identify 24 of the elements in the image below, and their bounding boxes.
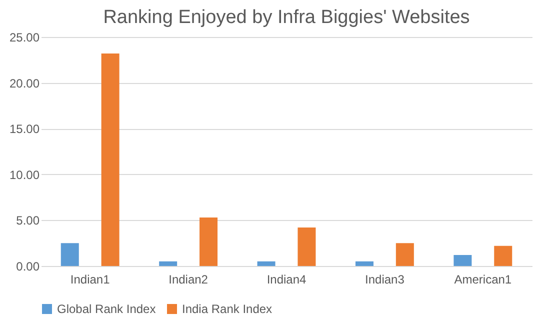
x-tick-label: Indian3 — [365, 272, 405, 286]
bar — [159, 261, 178, 266]
bar — [101, 53, 120, 266]
chart-title: Ranking Enjoyed by Infra Biggies' Websites — [103, 7, 470, 28]
y-tick-label: 15.00 — [9, 122, 40, 136]
bar — [257, 261, 276, 266]
bar — [298, 228, 316, 266]
x-tick-label: Indian1 — [70, 272, 110, 286]
bar — [396, 243, 414, 266]
bar — [200, 217, 218, 266]
y-tick-label: 10.00 — [9, 168, 40, 182]
legend-label: Global Rank Index — [57, 302, 156, 316]
y-tick-label: 20.00 — [9, 76, 40, 90]
bar — [454, 255, 472, 266]
x-tick-label: American1 — [454, 272, 512, 286]
legend-label: India Rank Index — [182, 302, 272, 316]
bar — [494, 246, 512, 266]
y-tick-label: 25.00 — [9, 30, 40, 44]
x-tick-label: Indian4 — [266, 272, 307, 286]
y-tick-label: 0.00 — [16, 260, 40, 274]
x-tick-label: Indian2 — [168, 272, 208, 286]
bar — [60, 243, 79, 266]
y-tick-label: 5.00 — [16, 214, 40, 228]
bar — [355, 261, 374, 266]
